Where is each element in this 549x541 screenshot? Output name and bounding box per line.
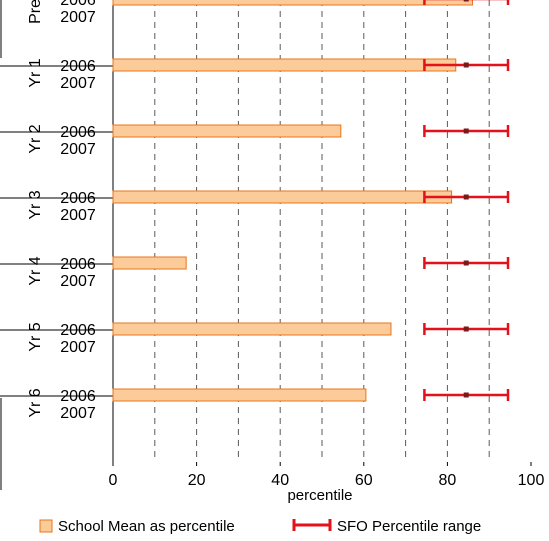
x-tick-label: 60 xyxy=(355,472,373,489)
range-midpoint xyxy=(463,194,469,200)
legend: School Mean as percentile SFO Percentile … xyxy=(39,518,481,535)
group-label: Yr 1 xyxy=(27,58,44,87)
year-label: 2006 xyxy=(60,58,96,75)
year-label: 2006 xyxy=(60,388,96,405)
grid-lines xyxy=(154,0,490,462)
bar xyxy=(112,124,342,138)
range-markers xyxy=(423,0,510,401)
group-label: Prep xyxy=(27,0,44,24)
year-label: 2006 xyxy=(60,256,96,273)
year-label: 2007 xyxy=(60,9,96,26)
year-label: 2007 xyxy=(60,75,96,92)
legend-label: SFO Percentile range xyxy=(337,518,481,535)
x-axis: 0 20 40 60 80 100 xyxy=(109,462,545,489)
bar xyxy=(112,322,392,336)
year-label: 2006 xyxy=(60,190,96,207)
year-label: 2007 xyxy=(60,141,96,158)
x-tick-label: 0 xyxy=(109,472,118,489)
year-label: 2006 xyxy=(60,0,96,9)
legend-label: School Mean as percentile xyxy=(58,518,235,535)
group-label: Yr 3 xyxy=(27,190,44,219)
range-midpoint xyxy=(463,326,469,332)
group-label: Yr 2 xyxy=(27,124,44,153)
range-midpoint xyxy=(463,260,469,266)
group-label: Yr 6 xyxy=(27,388,44,417)
bar xyxy=(112,190,453,204)
bars xyxy=(112,0,473,402)
x-tick-label: 80 xyxy=(439,472,457,489)
x-tick-label: 40 xyxy=(271,472,289,489)
range-midpoint xyxy=(463,62,469,68)
x-axis-label: percentile xyxy=(287,487,352,504)
range-midpoint xyxy=(463,128,469,134)
bar xyxy=(112,58,457,72)
year-label: 2007 xyxy=(60,207,96,224)
year-label: 2006 xyxy=(60,124,96,141)
x-tick-label: 20 xyxy=(188,472,206,489)
group-label: Yr 5 xyxy=(27,322,44,351)
year-label: 2006 xyxy=(60,322,96,339)
bar xyxy=(112,388,367,402)
year-label: 2007 xyxy=(60,339,96,356)
range-midpoint xyxy=(463,0,469,2)
legend-swatch-school-mean xyxy=(39,519,53,533)
group-label: Yr 4 xyxy=(27,256,44,285)
range-midpoint xyxy=(463,392,469,398)
x-tick-label: 100 xyxy=(518,472,545,489)
bar xyxy=(112,0,473,6)
year-label: 2007 xyxy=(60,405,96,422)
row-separators xyxy=(0,0,114,490)
bar xyxy=(112,256,187,270)
year-label: 2007 xyxy=(60,273,96,290)
